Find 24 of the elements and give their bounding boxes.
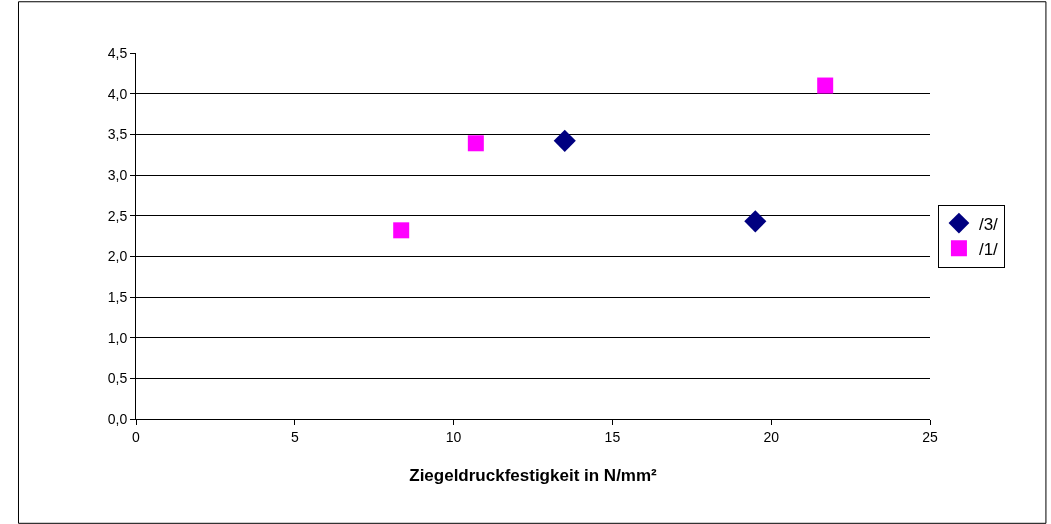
legend-label: /1/ xyxy=(978,239,999,259)
y-tick-label: 0,0 xyxy=(107,410,128,427)
y-tick-label: 0,5 xyxy=(107,370,128,387)
point xyxy=(817,77,834,94)
y-tick-label: 3,5 xyxy=(107,126,128,143)
point xyxy=(744,210,767,233)
point xyxy=(553,129,576,152)
y-tick-label: 1,5 xyxy=(107,288,128,305)
point xyxy=(393,222,410,239)
y-tick-label: 2,0 xyxy=(107,248,128,265)
x-tick-label: 0 xyxy=(132,428,141,445)
y-tick-label: 4,5 xyxy=(107,44,128,61)
y-tick-label: 3,0 xyxy=(107,166,128,183)
y-tick-label: 1,0 xyxy=(107,329,128,346)
point xyxy=(467,135,484,152)
x-tick-label: 10 xyxy=(445,428,462,445)
x-tick-label: 5 xyxy=(290,428,299,445)
legend-label: /3/ xyxy=(978,214,999,234)
y-tick-label: 4,0 xyxy=(107,85,128,102)
x-tick-label: 20 xyxy=(763,428,780,445)
y-tick-label: 2,5 xyxy=(107,207,128,224)
x-axis-title: Ziegeldruckfestigkeit in N/mm² xyxy=(409,466,658,486)
x-tick-label: 15 xyxy=(604,428,621,445)
x-tick-label: 25 xyxy=(922,428,938,445)
